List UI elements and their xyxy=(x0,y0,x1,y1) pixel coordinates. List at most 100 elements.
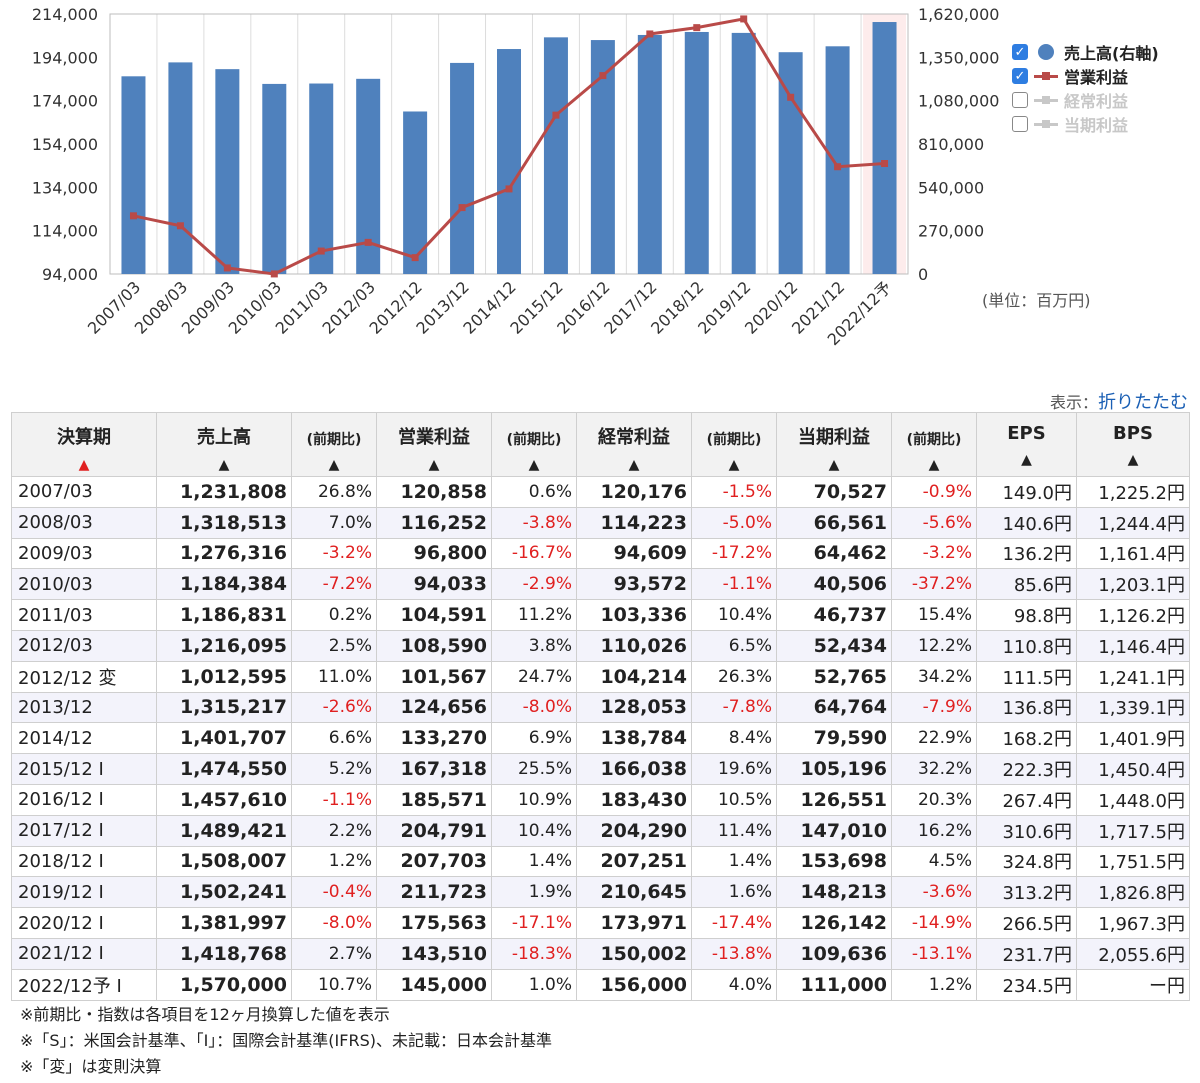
point-operating-profit xyxy=(505,185,513,193)
cell-eps: 313.2円 xyxy=(976,876,1077,909)
table-body: 2007/03 1,231,808 26.8% 120,858 0.6% 120,176-… xyxy=(11,476,1190,1001)
cell-period: 2016/12 I xyxy=(11,783,157,816)
right-axis-tick-label: 1,350,000 xyxy=(918,48,999,67)
cell-net-chg: 15.4% xyxy=(891,599,977,631)
cell-eps: 310.6円 xyxy=(976,814,1077,847)
legend-item-sales[interactable]: ✓ 売上高(右軸) xyxy=(1012,40,1159,64)
col-ordinary-chg[interactable]: (前期比) ▲ xyxy=(691,412,777,477)
col-bps[interactable]: BPS ▲ xyxy=(1076,412,1190,477)
cell-period: 2014/12 xyxy=(11,722,157,755)
cell-net-chg: 20.3% xyxy=(891,783,977,816)
col-operating[interactable]: 営業利益 ▲ xyxy=(376,412,492,477)
cell-period: 2017/12 I xyxy=(11,814,157,847)
cell-net-chg: -37.2% xyxy=(891,568,977,601)
cell-sales-chg: -1.1% xyxy=(291,783,377,816)
legend-checkbox-net[interactable] xyxy=(1012,116,1028,132)
cell-period: 2015/12 I xyxy=(11,753,157,785)
table-row: 2019/12 I 1,502,241 -0.4% 211,723 1.9% 210,64… xyxy=(11,876,1190,909)
cell-ordinary: 166,038 xyxy=(576,753,692,785)
cell-operating: 108,590 xyxy=(376,629,492,662)
cell-period: 2012/03 xyxy=(11,629,157,662)
cell-net-chg: 4.5% xyxy=(891,845,977,878)
cell-eps: 234.5円 xyxy=(976,968,1077,1001)
col-eps[interactable]: EPS ▲ xyxy=(976,412,1077,477)
legend-checkbox-sales[interactable]: ✓ xyxy=(1012,44,1028,60)
cell-ordinary: 104,214 xyxy=(576,660,692,693)
collapse-link[interactable]: 折りたたむ xyxy=(1098,392,1188,413)
col-sales[interactable]: 売上高 ▲ xyxy=(156,412,292,477)
cell-ordinary-chg: 8.4% xyxy=(691,722,777,755)
cell-net-chg: 12.2% xyxy=(891,629,977,662)
cell-eps: 110.8円 xyxy=(976,629,1077,662)
bar-sales xyxy=(215,69,240,275)
point-operating-profit xyxy=(787,93,795,101)
cell-bps: 1,448.0円 xyxy=(1076,783,1190,816)
cell-net-chg: -3.6% xyxy=(891,876,977,909)
unit-label: (単位：百万円) xyxy=(982,291,1091,310)
col-sales-chg[interactable]: (前期比) ▲ xyxy=(291,412,377,477)
table-row: 2022/12予 I 1,570,000 10.7% 145,000 1.0% 156,0… xyxy=(11,968,1190,1001)
cell-sales: 1,502,241 xyxy=(156,876,292,909)
col-net-chg[interactable]: (前期比) ▲ xyxy=(891,412,977,477)
col-period[interactable]: 決算期 ▲ xyxy=(11,412,157,477)
footnote: ※「変」は変則決算 xyxy=(20,1057,162,1076)
cell-net-chg: 34.2% xyxy=(891,660,977,693)
cell-ordinary-chg: 10.4% xyxy=(691,599,777,631)
cell-period: 2009/03 xyxy=(11,537,157,570)
legend-item-operating[interactable]: ✓ 営業利益 xyxy=(1012,64,1159,88)
cell-operating: 145,000 xyxy=(376,968,492,1001)
cell-eps: 140.6円 xyxy=(976,506,1077,539)
cell-eps: 111.5円 xyxy=(976,660,1077,693)
cell-sales: 1,570,000 xyxy=(156,968,292,1001)
cell-sales: 1,489,421 xyxy=(156,814,292,847)
cell-period: 2019/12 I xyxy=(11,876,157,909)
legend-checkbox-ordinary[interactable] xyxy=(1012,92,1028,108)
cell-eps: 98.8円 xyxy=(976,599,1077,631)
cell-operating-chg: -2.9% xyxy=(491,568,577,601)
sort-icon: ▲ xyxy=(328,457,340,473)
cell-sales-chg: 10.7% xyxy=(291,968,377,1001)
col-ordinary[interactable]: 経常利益 ▲ xyxy=(576,412,692,477)
table-row: 2012/12 変 1,012,595 11.0% 101,567 24.7% 104,2… xyxy=(11,660,1190,693)
footnotes: ※前期比・指数は各項目を12ヶ月換算した値を表示 ※「S」：米国会計基準、「I」… xyxy=(20,1002,552,1080)
cell-sales-chg: -3.2% xyxy=(291,537,377,570)
cell-operating: 211,723 xyxy=(376,876,492,909)
cell-sales-chg: -2.6% xyxy=(291,691,377,724)
cell-bps: 1,203.1円 xyxy=(1076,568,1190,601)
cell-bps: 1,146.4円 xyxy=(1076,629,1190,662)
cell-eps: 149.0円 xyxy=(976,476,1077,508)
cell-operating-chg: 10.4% xyxy=(491,814,577,847)
cell-sales-chg: 2.5% xyxy=(291,629,377,662)
legend-item-ordinary[interactable]: 経常利益 xyxy=(1012,88,1159,112)
cell-operating-chg: -3.8% xyxy=(491,506,577,539)
legend-label: 営業利益 xyxy=(1064,68,1129,87)
cell-eps: 266.5円 xyxy=(976,907,1077,939)
cell-ordinary-chg: 4.0% xyxy=(691,968,777,1001)
cell-ordinary-chg: -7.8% xyxy=(691,691,777,724)
cell-sales-chg: 0.2% xyxy=(291,599,377,631)
cell-ordinary-chg: -13.8% xyxy=(691,937,777,970)
col-net[interactable]: 当期利益 ▲ xyxy=(776,412,892,477)
legend-dot-icon xyxy=(1034,44,1060,60)
table-row: 2012/03 1,216,095 2.5% 108,590 3.8% 110,026 6.… xyxy=(11,629,1190,662)
left-axis-tick-label: 154,000 xyxy=(32,135,98,154)
cell-net-chg: -14.9% xyxy=(891,907,977,939)
legend-checkbox-operating[interactable]: ✓ xyxy=(1012,68,1028,84)
bar-sales xyxy=(450,62,475,275)
cell-operating-chg: -8.0% xyxy=(491,691,577,724)
left-axis-tick-label: 174,000 xyxy=(32,92,98,111)
cell-sales: 1,401,707 xyxy=(156,722,292,755)
legend-line-icon xyxy=(1034,92,1060,108)
cell-bps: 1,161.4円 xyxy=(1076,537,1190,570)
cell-ordinary-chg: 19.6% xyxy=(691,753,777,785)
legend-item-net[interactable]: 当期利益 xyxy=(1012,112,1159,136)
col-operating-chg[interactable]: (前期比) ▲ xyxy=(491,412,577,477)
legend-label: 経常利益 xyxy=(1064,92,1129,111)
cell-sales-chg: -0.4% xyxy=(291,876,377,909)
cell-sales: 1,418,768 xyxy=(156,937,292,970)
cell-operating-chg: -16.7% xyxy=(491,537,577,570)
legend-line-icon xyxy=(1034,116,1060,132)
toggle-prefix: 表示： xyxy=(1049,393,1098,412)
cell-net: 66,561 xyxy=(776,506,892,539)
cell-net: 153,698 xyxy=(776,845,892,878)
